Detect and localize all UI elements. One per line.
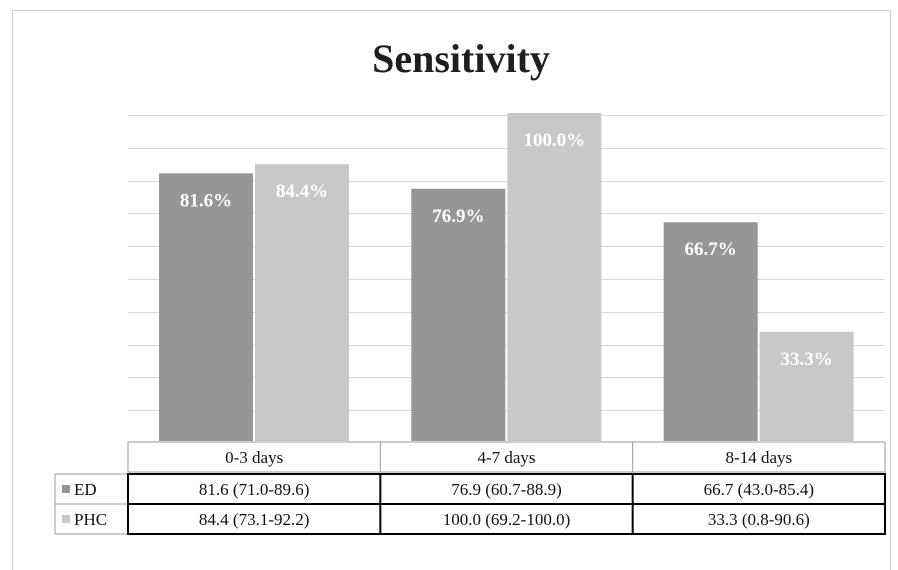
data-label: 66.7% [685,239,737,260]
category-label: 4-7 days [477,448,535,467]
table-cell: 84.4 (73.1-92.2) [199,510,309,529]
data-label: 81.6% [180,190,232,211]
table-cell: 100.0 (69.2-100.0) [443,510,570,529]
bar-ed-2 [411,188,506,441]
table-cell: 66.7 (43.0-85.4) [704,480,814,499]
bar-phc-3 [759,331,854,441]
legend-key-ed [62,485,70,493]
bar-phc-1 [255,164,349,441]
chart-title: Sensitivity [372,36,550,81]
data-label: 100.0% [523,130,585,151]
bar-phc-2 [507,113,602,441]
sensitivity-chart: Sensitivity 81.6% 76.9% 66.7% 84.4% 100.0% 33.… [54,36,886,535]
category-label: 8-14 days [726,448,793,467]
bar-ed-3 [663,222,758,441]
bar-ed-1 [159,173,253,442]
data-label: 33.3% [781,349,833,370]
table-row-phc [127,503,886,535]
legend-label-ed: ED [74,480,97,499]
data-label: 84.4% [276,181,328,202]
legend-label-phc: PHC [74,510,107,529]
table-cell: 81.6 (71.0-89.6) [199,480,309,499]
legend-key-phc [62,515,70,523]
category-label: 0-3 days [225,448,283,467]
category-header-row [127,441,886,473]
table-cell: 33.3 (0.8-90.6) [708,510,810,529]
data-label: 76.9% [432,206,484,227]
chart-frame [12,10,891,570]
table-cell: 76.9 (60.7-88.9) [451,480,561,499]
